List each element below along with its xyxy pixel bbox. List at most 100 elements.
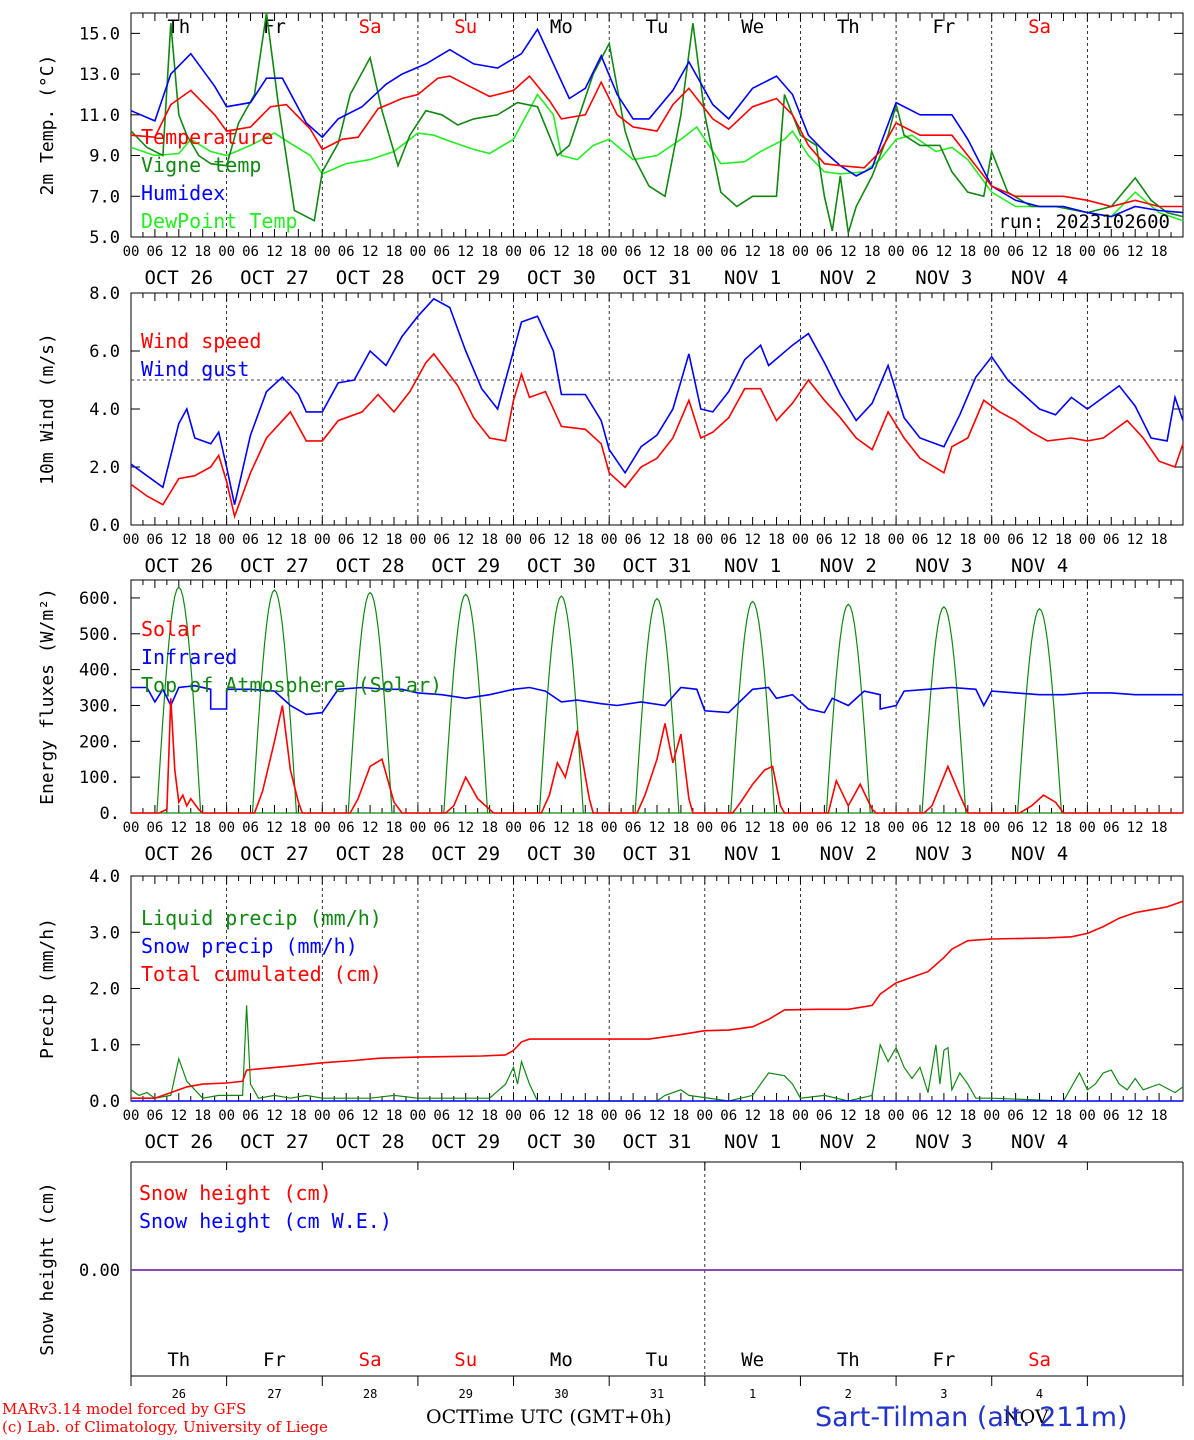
hour-tick-label: 12: [170, 820, 187, 836]
hour-tick-label: 12: [362, 532, 379, 548]
hour-tick-label: 00: [601, 244, 618, 260]
hour-tick-label: 00: [792, 1108, 809, 1124]
hour-tick-label: 00: [601, 820, 618, 836]
legend-dewpoint-temp: DewPoint Temp: [141, 209, 298, 233]
hour-tick-label: 00: [1079, 532, 1096, 548]
hour-tick-label: 18: [386, 820, 403, 836]
date-label: OCT 30: [527, 555, 596, 577]
hour-tick-label: 12: [840, 1108, 857, 1124]
hour-tick-label: 12: [744, 1108, 761, 1124]
legend-wind-gust: Wind gust: [141, 357, 249, 381]
y-axis-label-4: Precip (mm/h): [37, 918, 58, 1059]
hour-tick-label: 18: [768, 244, 785, 260]
date-label: NOV 2: [820, 555, 877, 577]
date-label: OCT 31: [623, 1131, 692, 1153]
hour-tick-label: 12: [457, 244, 474, 260]
series-toa-solar-day: [251, 589, 297, 814]
hour-tick-label: 00: [123, 1108, 140, 1124]
y-tick-label: 300.: [79, 696, 120, 716]
y-tick-label: 600.: [79, 589, 120, 609]
weekday-label: Th: [837, 1349, 860, 1371]
y-tick-label: 400.: [79, 661, 120, 681]
hour-tick-label: 12: [457, 820, 474, 836]
hour-tick-label: 12: [1127, 1108, 1144, 1124]
hour-tick-label: 18: [386, 1108, 403, 1124]
hour-tick-label: 12: [362, 244, 379, 260]
weekday-label: Su: [454, 16, 477, 38]
hour-tick-label: 00: [409, 820, 426, 836]
hour-tick-label: 12: [744, 532, 761, 548]
x-axis-title: Time UTC (GMT+0h): [466, 1406, 672, 1428]
legend-humidex: Humidex: [141, 181, 225, 205]
y-tick-label: 500.: [79, 625, 120, 645]
hour-tick-label: 06: [146, 820, 163, 836]
hour-tick-label: 06: [720, 820, 737, 836]
weekday-label: Th: [837, 16, 860, 38]
y-tick-label: 0.0: [89, 1092, 120, 1112]
day-number-label: 2: [845, 1387, 852, 1401]
y-axis-label-3: Energy fluxes (W/m²): [37, 588, 58, 805]
hour-tick-label: 18: [481, 820, 498, 836]
date-label: OCT 30: [527, 1131, 596, 1153]
hour-tick-label: 18: [672, 532, 689, 548]
hour-tick-label: 18: [768, 1108, 785, 1124]
y-tick-label: 200.: [79, 732, 120, 752]
hour-tick-label: 18: [672, 820, 689, 836]
hour-tick-label: 18: [1055, 244, 1072, 260]
hour-tick-label: 00: [409, 244, 426, 260]
date-label: NOV 4: [1011, 1131, 1068, 1153]
hour-tick-label: 00: [601, 1108, 618, 1124]
y-tick-label: 0.0: [89, 516, 120, 536]
hour-tick-label: 00: [1079, 1108, 1096, 1124]
weekday-label: Th: [167, 16, 190, 38]
series-toa-solar-day: [538, 595, 584, 814]
weekday-label: Tu: [646, 1349, 669, 1371]
hour-tick-label: 12: [935, 244, 952, 260]
hour-tick-label: 00: [314, 532, 331, 548]
date-label: OCT 30: [527, 267, 596, 289]
hour-tick-label: 12: [1031, 244, 1048, 260]
date-label: NOV 3: [915, 555, 972, 577]
date-label: OCT 27: [240, 555, 309, 577]
y-tick-label: 4.0: [89, 400, 120, 420]
hour-tick-label: 18: [290, 244, 307, 260]
date-label: NOV 3: [915, 267, 972, 289]
y-tick-label: 7.0: [89, 187, 120, 207]
series-toa-solar-day: [730, 600, 776, 814]
hour-tick-label: 00: [696, 1108, 713, 1124]
hour-tick-label: 12: [1127, 820, 1144, 836]
hour-tick-label: 12: [935, 820, 952, 836]
series-toa-solar-day: [1017, 607, 1063, 814]
hour-tick-label: 18: [290, 532, 307, 548]
hour-tick-label: 06: [625, 1108, 642, 1124]
hour-tick-label: 00: [505, 820, 522, 836]
date-label: OCT 26: [144, 1131, 213, 1153]
y-axis-label-1: 2m Temp. (°C): [37, 55, 58, 196]
hour-tick-label: 12: [266, 1108, 283, 1124]
credit-line-1: MARv3.14 model forced by GFS: [2, 1400, 247, 1418]
hour-tick-label: 12: [266, 532, 283, 548]
y-tick-label: 0.: [100, 804, 120, 824]
hour-tick-label: 06: [912, 532, 929, 548]
legend-vigne-temp: Vigne temp: [141, 153, 261, 177]
hour-tick-label: 00: [314, 820, 331, 836]
hour-tick-label: 06: [1103, 1108, 1120, 1124]
hour-tick-label: 00: [888, 1108, 905, 1124]
date-label: OCT 28: [336, 555, 405, 577]
hour-tick-label: 12: [935, 1108, 952, 1124]
series-humidex: [130, 27, 1184, 218]
hour-tick-label: 18: [864, 1108, 881, 1124]
y-tick-label: 9.0: [89, 147, 120, 167]
hour-tick-label: 06: [625, 820, 642, 836]
hour-tick-label: 12: [744, 820, 761, 836]
y-axis-label-5: Snow height (cm): [37, 1182, 58, 1355]
hour-tick-label: 12: [457, 1108, 474, 1124]
hour-tick-label: 18: [864, 820, 881, 836]
series-infrared: [131, 684, 1183, 716]
hour-tick-label: 06: [1103, 532, 1120, 548]
y-tick-label: 1.0: [89, 1036, 120, 1056]
weekday-label: Mo: [550, 16, 573, 38]
date-label: NOV 1: [724, 1131, 781, 1153]
series-temperature: [130, 74, 1183, 208]
hour-tick-label: 00: [409, 1108, 426, 1124]
